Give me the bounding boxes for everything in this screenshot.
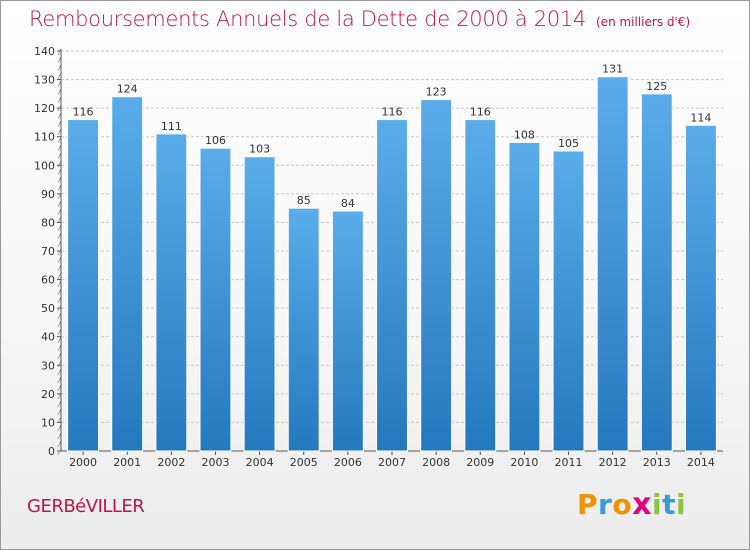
y-tick-label: 90 (41, 188, 55, 201)
y-tick-label: 50 (41, 302, 55, 315)
bar-value-label: 85 (297, 194, 311, 207)
y-tick-label: 80 (41, 216, 55, 229)
bar (331, 210, 364, 452)
proxiti-logo-letter: i (651, 488, 663, 521)
x-tick-label: 2009 (466, 456, 494, 469)
bar-value-label: 124 (117, 83, 138, 96)
y-tick-label: 10 (41, 416, 55, 429)
x-tick-label: 2011 (555, 456, 583, 469)
bar-value-label: 131 (602, 63, 623, 76)
x-tick-label: 2010 (510, 456, 538, 469)
commune-name: GERBéVILLER (27, 496, 145, 517)
bar-value-label: 108 (514, 128, 535, 141)
y-tick-label: 130 (34, 74, 55, 87)
x-tick-label: 2008 (422, 456, 450, 469)
bar-value-label: 116 (73, 106, 94, 119)
chart-title-main: Remboursements Annuels de la Dette de 20… (29, 7, 586, 31)
chart-title-unit: (en milliers d'€) (596, 15, 691, 29)
bar (155, 133, 188, 452)
x-tick-label: 2007 (378, 456, 406, 469)
y-tick-label: 120 (34, 102, 55, 115)
y-tick-label: 30 (41, 359, 55, 372)
bar (552, 150, 585, 452)
x-tick-label: 2003 (201, 456, 229, 469)
bar-value-label: 111 (161, 120, 182, 133)
x-tick-label: 2012 (599, 456, 627, 469)
chart-title: Remboursements Annuels de la Dette de 20… (29, 7, 690, 31)
bar (420, 99, 453, 452)
bar (243, 156, 276, 452)
y-tick-label: 60 (41, 274, 55, 287)
x-tick-label: 2001 (113, 456, 141, 469)
bar (464, 119, 497, 452)
bar-value-label: 114 (690, 111, 711, 124)
proxiti-logo-letter: t (662, 488, 676, 521)
y-tick-label: 40 (41, 331, 55, 344)
bar (376, 119, 408, 452)
bar (199, 147, 232, 452)
bar (67, 119, 100, 452)
x-tick-label: 2002 (157, 456, 185, 469)
bar (596, 76, 629, 452)
proxiti-logo-letter: r (598, 488, 613, 521)
y-tick-label: 110 (34, 131, 55, 144)
bar-value-label: 123 (426, 86, 447, 99)
bar-value-label: 116 (382, 106, 403, 119)
bar-value-label: 105 (558, 137, 579, 150)
x-tick-label: 2004 (246, 456, 274, 469)
bar (640, 93, 673, 452)
proxiti-logo-letter: x (632, 487, 652, 522)
y-tick-label: 140 (34, 45, 55, 58)
y-tick-label: 0 (48, 445, 55, 458)
bar-value-label: 106 (205, 134, 226, 147)
bar (287, 207, 320, 452)
x-tick-label: 2000 (69, 456, 97, 469)
proxiti-logo-letter: i (675, 488, 687, 521)
proxiti-logo: Proxiti (577, 487, 686, 522)
bar-value-label: 116 (470, 106, 491, 119)
proxiti-logo-letter: P (577, 488, 599, 521)
x-tick-label: 2006 (334, 456, 362, 469)
bar (111, 96, 144, 452)
bar (684, 124, 717, 452)
bar-value-label: 103 (249, 143, 270, 156)
proxiti-logo-letter: o (612, 488, 633, 521)
y-tick-label: 70 (41, 245, 55, 258)
x-tick-label: 2005 (290, 456, 318, 469)
bar-value-label: 84 (341, 197, 355, 210)
bar (508, 141, 541, 452)
x-tick-label: 2014 (687, 456, 715, 469)
data-labels: 116 124 111 106 103 85 84 116 123 116 108 105 131 125… (73, 63, 712, 210)
x-tick-label: 2013 (643, 456, 671, 469)
y-tick-label: 100 (34, 159, 55, 172)
bar-value-label: 125 (646, 80, 667, 93)
y-tick-label: 20 (41, 388, 55, 401)
bars (67, 76, 717, 452)
